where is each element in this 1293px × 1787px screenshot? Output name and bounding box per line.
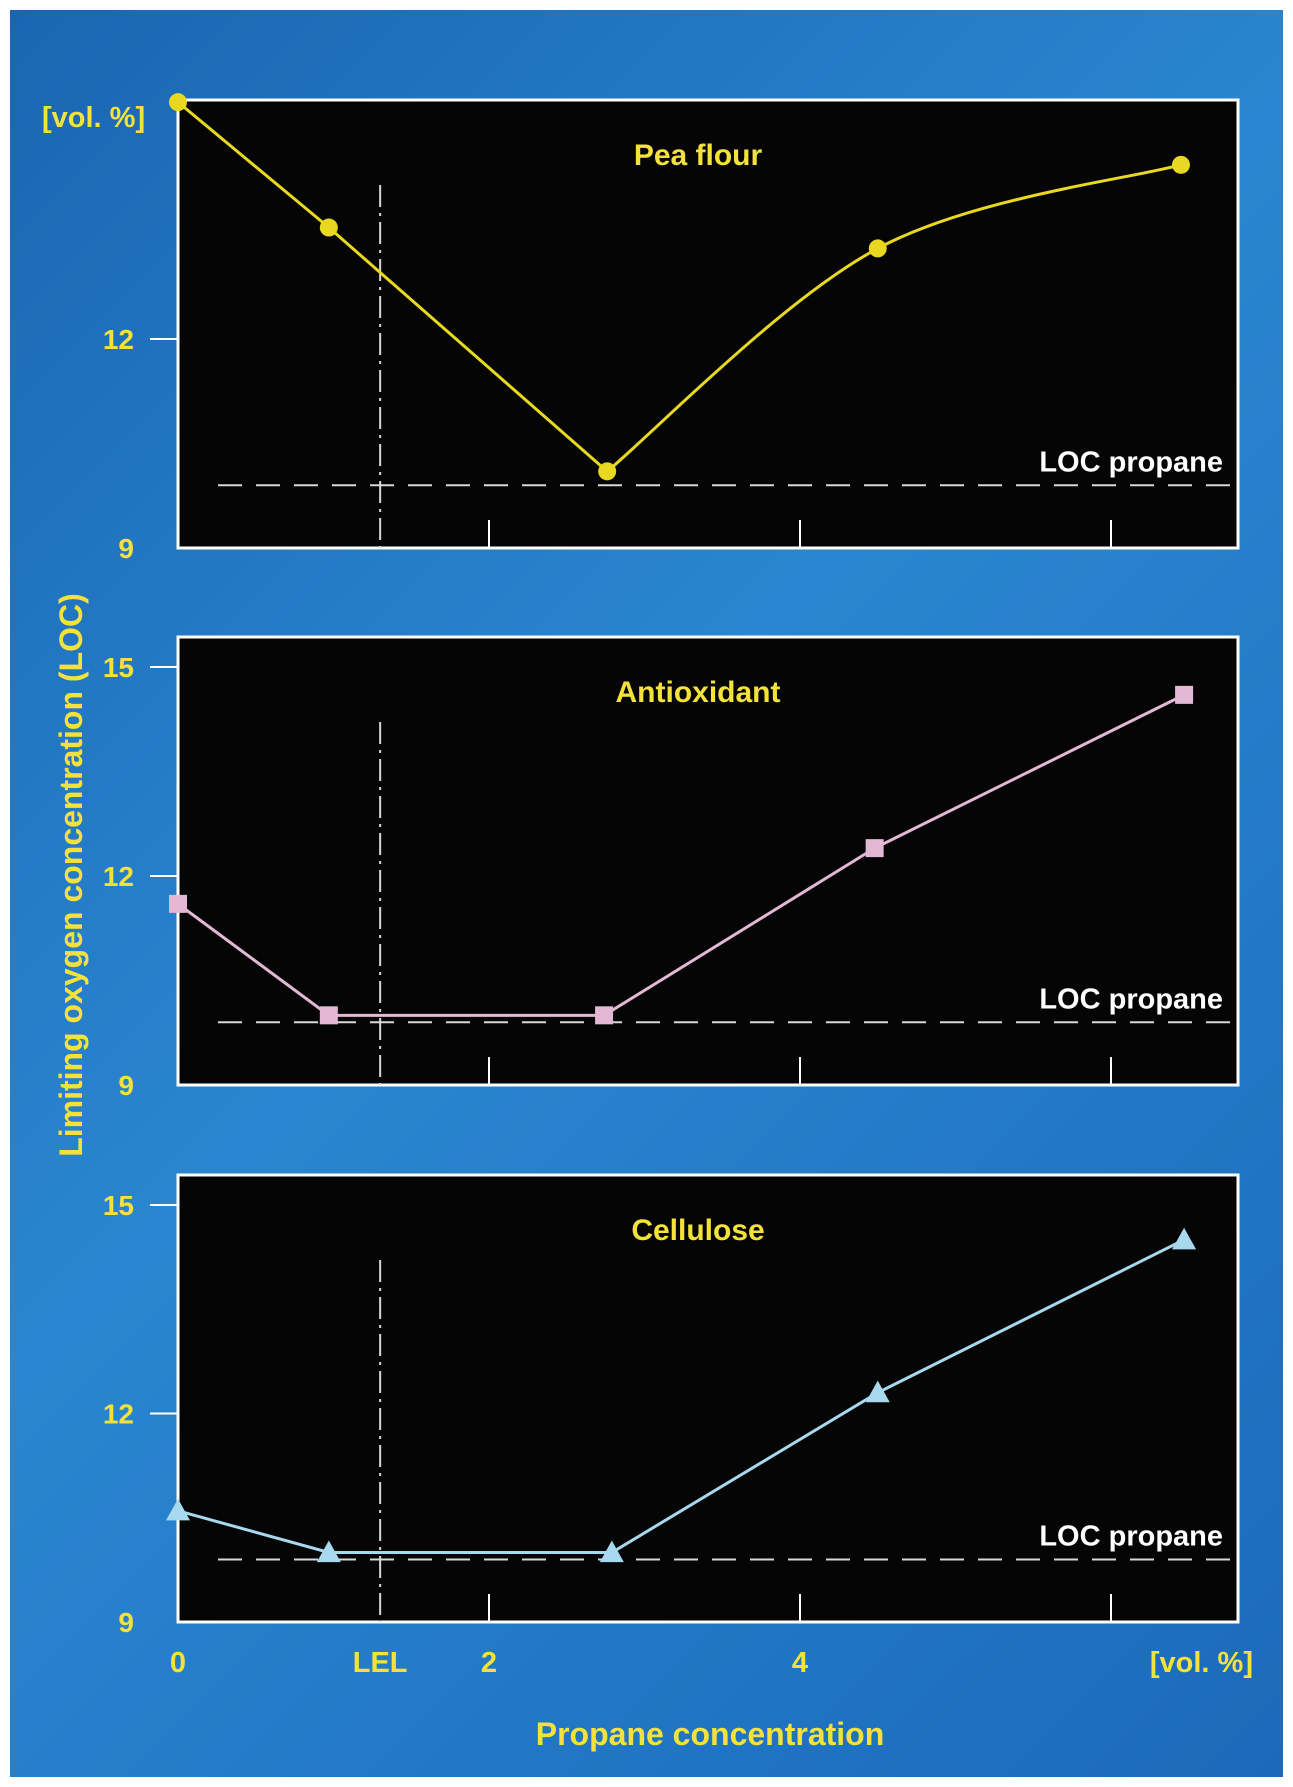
x-tick-label: 4 [792, 1647, 808, 1679]
y-tick-label: 15 [103, 652, 134, 683]
data-point-cellulose [599, 1540, 624, 1563]
x-tick-label: 2 [481, 1647, 497, 1679]
data-point-pea-flour [868, 239, 887, 258]
data-point-antioxidant [319, 1006, 338, 1025]
chart-figure: 9 12 LOC propane Pea flour 9 12 15 LOC propane A… [10, 10, 1283, 1777]
plot-panel-pea-flour [176, 98, 1240, 550]
data-point-cellulose [865, 1380, 890, 1403]
series-line-pea-flour [177, 100, 1182, 474]
x-tick-label: LEL [353, 1647, 408, 1679]
data-point-pea-flour [169, 93, 187, 112]
panel-title-antioxidant: Antioxidant [616, 676, 781, 709]
data-point-antioxidant [595, 1006, 614, 1025]
panel-title-cellulose: Cellulose [631, 1214, 764, 1247]
y-tick-label: 9 [118, 1070, 134, 1101]
data-point-cellulose [166, 1498, 190, 1521]
data-point-pea-flour [1171, 155, 1190, 174]
data-point-pea-flour [598, 462, 617, 481]
y-unit-label: [vol. %] [42, 102, 145, 134]
data-point-pea-flour [319, 218, 338, 237]
loc-propane-label: LOC propane [1039, 983, 1223, 1015]
y-tick-label: 9 [118, 1607, 134, 1638]
loc-propane-label: LOC propane [1039, 1520, 1223, 1552]
data-point-cellulose [316, 1540, 341, 1563]
y-tick-label: 12 [103, 1399, 134, 1430]
plot-panel-antioxidant [176, 635, 1240, 1087]
data-point-antioxidant [1175, 685, 1194, 704]
loc-propane-label: LOC propane [1039, 446, 1223, 478]
y-tick-label: 12 [103, 324, 134, 355]
y-tick-label: 15 [103, 1190, 134, 1221]
y-tick-label: 9 [118, 533, 134, 564]
data-point-cellulose [1172, 1227, 1197, 1250]
panel-title-pea-flour: Pea flour [634, 139, 763, 172]
y-axis-label: Limiting oxygen concentration (LOC) [53, 593, 89, 1157]
plot-panel-cellulose [176, 1173, 1240, 1624]
x-axis-label: Propane concentration [536, 1716, 885, 1752]
data-point-antioxidant [169, 894, 187, 913]
chart-canvas: 9 12 LOC propane Pea flour 9 12 15 LOC propane A… [42, 93, 1253, 1752]
data-point-antioxidant [865, 839, 884, 858]
x-tick-label: 0 [170, 1647, 186, 1679]
x-unit-label: [vol. %] [1150, 1647, 1253, 1679]
y-tick-label: 12 [103, 861, 134, 892]
